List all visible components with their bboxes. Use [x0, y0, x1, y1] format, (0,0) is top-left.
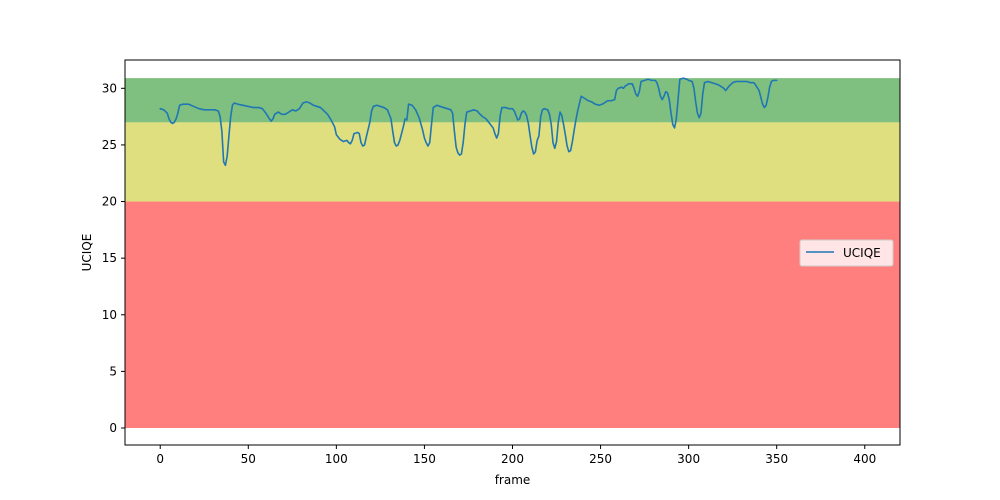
- band-1: [125, 122, 900, 202]
- x-tick-label: 350: [765, 452, 788, 466]
- y-tick-label: 0: [109, 421, 117, 435]
- y-tick-label: 30: [102, 81, 117, 95]
- x-tick-label: 0: [156, 452, 164, 466]
- band-2: [125, 78, 900, 123]
- legend-box: [799, 239, 894, 267]
- legend: UCIQE: [799, 239, 894, 267]
- x-tick-label: 150: [413, 452, 436, 466]
- x-tick-label: 100: [325, 452, 348, 466]
- x-axis-label: frame: [495, 473, 531, 487]
- y-axis-ticks: 0 5 10 15 20 25 30: [102, 81, 125, 435]
- y-axis-label: UCIQE: [80, 234, 94, 272]
- x-tick-label: 250: [589, 452, 612, 466]
- x-tick-label: 300: [677, 452, 700, 466]
- x-tick-label: 400: [853, 452, 876, 466]
- series-line-uciqe: [159, 77, 778, 167]
- bands-layer: [125, 78, 900, 429]
- y-tick-label: 10: [102, 308, 117, 322]
- band-0: [125, 201, 900, 429]
- y-tick-label: 15: [102, 251, 117, 265]
- x-tick-label: 200: [501, 452, 524, 466]
- x-axis-ticks: 0 50 100 150 200 250 300 350 400: [156, 445, 876, 466]
- line-layer: [159, 77, 778, 167]
- y-tick-label: 5: [109, 364, 117, 378]
- y-tick-label: 25: [102, 138, 117, 152]
- x-tick-label: 50: [241, 452, 256, 466]
- y-tick-label: 20: [102, 195, 117, 209]
- legend-label-uciqe: UCIQE: [843, 246, 881, 260]
